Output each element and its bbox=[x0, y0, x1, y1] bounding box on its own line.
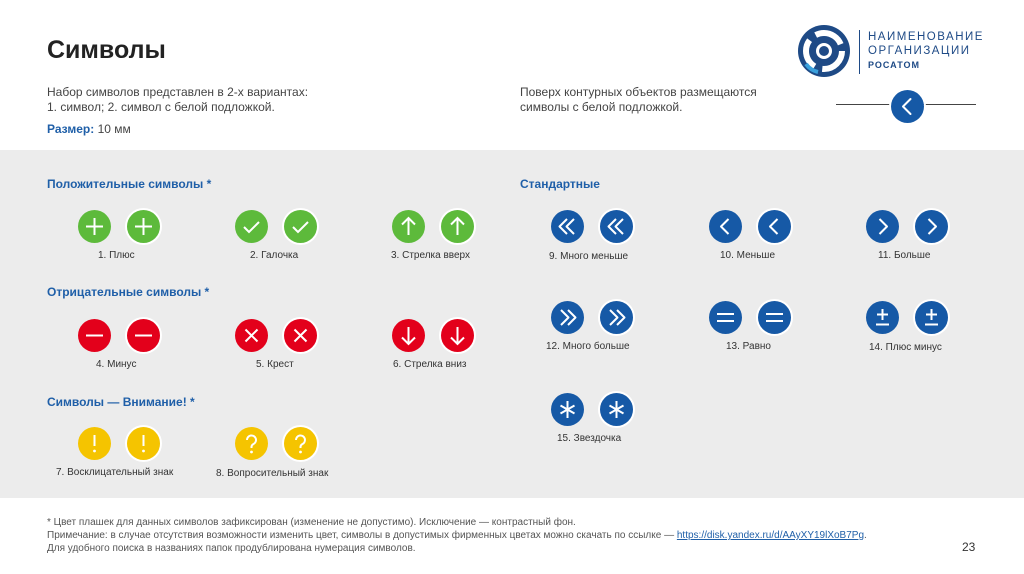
label-much-less: 9. Много меньше bbox=[549, 251, 629, 262]
footer-line-2-suffix: . bbox=[864, 530, 867, 541]
symbol-less-group bbox=[709, 210, 791, 243]
arrow-down-icon-white-backing bbox=[441, 319, 474, 352]
plus-icon-white-backing bbox=[127, 210, 160, 243]
chevron-right-icon-white-backing bbox=[915, 210, 948, 243]
logo-line-1: НАИМЕНОВАНИЕ bbox=[868, 31, 984, 43]
demo-line-right bbox=[923, 104, 976, 105]
chevron-right-icon bbox=[866, 210, 899, 243]
label-arrow-up: 3. Стрелка вверх bbox=[391, 250, 471, 261]
symbol-asterisk-group bbox=[551, 393, 633, 426]
arrow-up-icon-white-backing bbox=[441, 210, 474, 243]
logo-line-2: ОРГАНИЗАЦИИ bbox=[868, 45, 971, 57]
label-equal: 13. Равно bbox=[726, 341, 771, 352]
symbol-cross-group bbox=[235, 319, 317, 352]
overlay-note: Поверх контурных объектов размещаются си… bbox=[520, 85, 757, 115]
double-chevron-left-icon-white-backing bbox=[600, 210, 633, 243]
cross-icon-white-backing bbox=[284, 319, 317, 352]
size-note: Размер: 10 мм bbox=[47, 122, 131, 136]
label-check: 2. Галочка bbox=[250, 250, 299, 261]
double-chevron-right-icon-white-backing bbox=[600, 301, 633, 334]
symbol-much-less-group bbox=[551, 210, 633, 243]
question-icon-white-backing bbox=[284, 427, 317, 460]
intro-line-1: Набор символов представлен в 2-х вариант… bbox=[47, 85, 309, 99]
equal-icon bbox=[709, 301, 742, 334]
label-arrow-down: 6. Стрелка вниз bbox=[393, 359, 467, 370]
section-positive: Положительные символы * bbox=[47, 177, 212, 191]
logo-line-3: РОСАТОМ bbox=[868, 60, 920, 70]
symbol-check-group bbox=[235, 210, 317, 243]
symbol-equal-group bbox=[709, 301, 791, 334]
intro-line-2: 1. символ; 2. символ с белой подложкой. bbox=[47, 100, 275, 114]
section-negative: Отрицательные символы * bbox=[47, 285, 210, 299]
double-chevron-left-icon bbox=[551, 210, 584, 243]
cross-icon bbox=[235, 319, 268, 352]
footer-line-3: Для удобного поиска в названиях папок пр… bbox=[47, 543, 416, 554]
minus-icon-white-backing bbox=[127, 319, 160, 352]
page-number: 23 bbox=[962, 540, 976, 554]
symbol-arrow-down-group bbox=[392, 319, 474, 352]
check-icon-white-backing bbox=[284, 210, 317, 243]
demo-line-left bbox=[836, 104, 890, 105]
check-icon bbox=[235, 210, 268, 243]
question-icon bbox=[235, 427, 268, 460]
label-minus: 4. Минус bbox=[96, 359, 137, 370]
label-plus: 1. Плюс bbox=[98, 250, 135, 261]
symbol-plus-group bbox=[78, 210, 160, 243]
plus-icon bbox=[78, 210, 111, 243]
intro-text: Набор символов представлен в 2-х вариант… bbox=[47, 85, 308, 115]
label-cross: 5. Крест bbox=[256, 359, 294, 370]
footer-line-2-prefix: Примечание: в случае отсутствия возможно… bbox=[47, 530, 677, 541]
symbol-much-greater-group bbox=[551, 301, 633, 334]
rosatom-emblem-icon bbox=[798, 25, 850, 77]
label-plus-minus: 14. Плюс минус bbox=[869, 342, 942, 353]
footer-notes: * Цвет плашек для данных символов зафикс… bbox=[47, 516, 867, 555]
section-standard: Стандартные bbox=[520, 177, 600, 191]
symbol-question-group bbox=[235, 427, 317, 460]
plus-minus-icon-white-backing bbox=[915, 301, 948, 334]
chevron-left-icon bbox=[709, 210, 742, 243]
section-attention: Символы — Внимание! * bbox=[47, 395, 195, 409]
symbol-greater-group bbox=[866, 210, 948, 243]
exclamation-icon bbox=[78, 427, 111, 460]
double-chevron-right-icon bbox=[551, 301, 584, 334]
asterisk-icon bbox=[551, 393, 584, 426]
label-greater: 11. Больше bbox=[878, 250, 931, 261]
overlay-note-line-1: Поверх контурных объектов размещаются bbox=[520, 85, 757, 99]
asterisk-icon-white-backing bbox=[600, 393, 633, 426]
arrow-up-icon bbox=[392, 210, 425, 243]
symbol-arrow-up-group bbox=[392, 210, 474, 243]
label-less: 10. Меньше bbox=[720, 250, 775, 261]
exclamation-icon-white-backing bbox=[127, 427, 160, 460]
symbol-minus-group bbox=[78, 319, 160, 352]
label-much-greater: 12. Много больше bbox=[546, 341, 630, 352]
plus-minus-icon bbox=[866, 301, 899, 334]
label-exclamation: 7. Восклицательный знак bbox=[56, 467, 174, 478]
label-asterisk: 15. Звездочка bbox=[557, 433, 622, 444]
page-title: Символы bbox=[47, 36, 166, 64]
symbol-plus-minus-group bbox=[866, 301, 948, 334]
demo-less-icon bbox=[891, 90, 924, 123]
equal-icon-white-backing bbox=[758, 301, 791, 334]
logo-separator bbox=[859, 30, 860, 74]
chevron-left-icon-white-backing bbox=[758, 210, 791, 243]
size-label: Размер: bbox=[47, 122, 95, 136]
yandex-disk-link[interactable]: https://disk.yandex.ru/d/AAyXY19lXoB7Pg bbox=[676, 530, 865, 541]
symbols-panel bbox=[0, 150, 1024, 498]
footer-line-1: * Цвет плашек для данных символов зафикс… bbox=[47, 517, 576, 528]
arrow-down-icon bbox=[392, 319, 425, 352]
label-question: 8. Вопросительный знак bbox=[216, 468, 329, 479]
size-value: 10 мм bbox=[97, 122, 131, 136]
minus-icon bbox=[78, 319, 111, 352]
logo-text: НАИМЕНОВАНИЕ ОРГАНИЗАЦИИ РОСАТОМ bbox=[868, 30, 984, 72]
footer-line-2: Примечание: в случае отсутствия возможно… bbox=[47, 529, 867, 542]
symbol-exclamation-group bbox=[78, 427, 160, 460]
overlay-note-line-2: символы с белой подложкой. bbox=[520, 100, 683, 114]
